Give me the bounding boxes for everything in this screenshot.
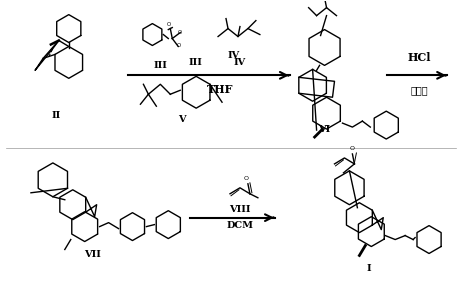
Text: III: III (188, 58, 202, 68)
Text: O: O (178, 30, 182, 35)
Text: HCl: HCl (407, 52, 431, 63)
Text: VIII: VIII (229, 205, 251, 214)
Text: O: O (167, 22, 171, 26)
Text: DCM: DCM (226, 221, 254, 230)
Text: II: II (51, 111, 61, 120)
Text: III: III (153, 61, 167, 70)
Text: IV: IV (234, 58, 246, 68)
Text: 二嘎烷: 二嘎烷 (410, 85, 428, 95)
Text: I: I (367, 265, 371, 274)
Text: V: V (178, 115, 186, 124)
Text: O: O (350, 146, 355, 151)
Text: THF: THF (207, 84, 233, 95)
Text: O: O (177, 43, 182, 49)
Text: IV: IV (228, 52, 240, 61)
Text: O: O (243, 176, 249, 181)
Text: VI: VI (318, 125, 331, 134)
Text: VII: VII (84, 251, 101, 260)
